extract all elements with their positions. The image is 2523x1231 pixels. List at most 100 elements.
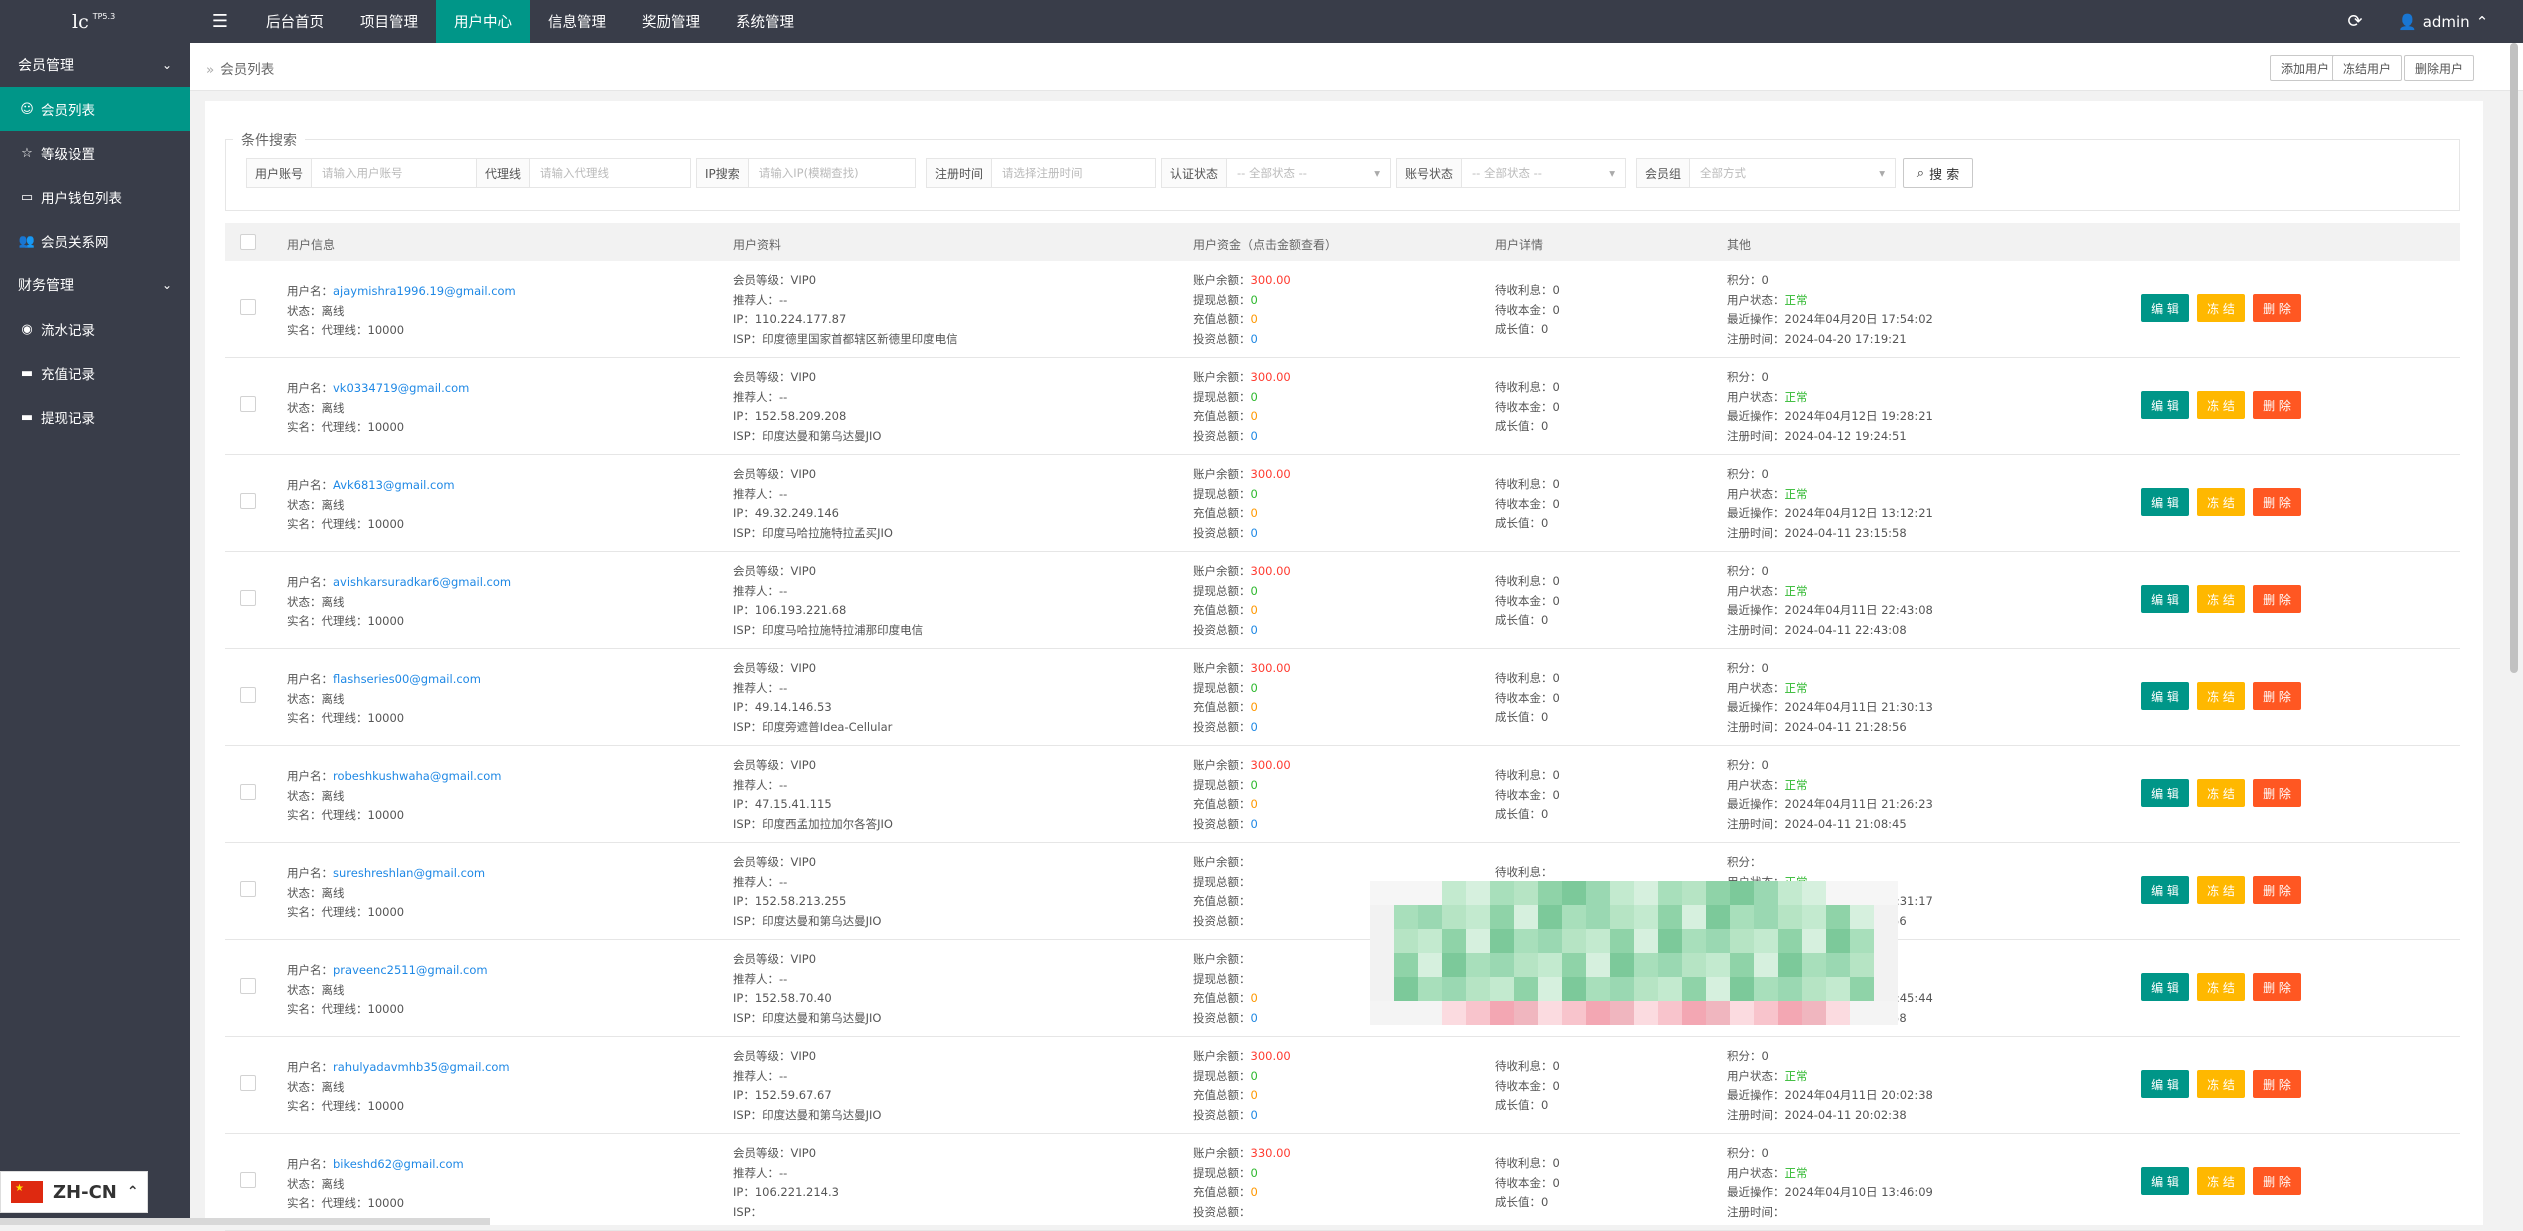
- referrer-value: --: [779, 583, 788, 598]
- user-funds-cell[interactable]: 账户余额： 提现总额： 充值总额：0 投资总额：0: [1193, 950, 1258, 1028]
- row-checkbox[interactable]: [240, 299, 256, 315]
- nav-tab-1[interactable]: 项目管理: [360, 15, 418, 31]
- freeze-button[interactable]: 冻 结: [2197, 682, 2245, 710]
- delete-button[interactable]: 删 除: [2253, 973, 2301, 1001]
- user-funds-cell[interactable]: 账户余额：300.00 提现总额：0 充值总额：0 投资总额：0: [1193, 659, 1291, 737]
- edit-button[interactable]: 编 辑: [2141, 1070, 2189, 1098]
- search-field-5[interactable]: 账号状态 -- 全部状态 -- ▾: [1396, 158, 1626, 188]
- redaction-pixel: [1634, 929, 1658, 953]
- freeze-button[interactable]: 冻 结: [2197, 488, 2245, 516]
- nav-tab-4[interactable]: 奖励管理: [642, 15, 700, 31]
- user-funds-cell[interactable]: 账户余额：300.00 提现总额：0 充值总额：0 投资总额：0: [1193, 271, 1291, 349]
- user-funds-cell[interactable]: 账户余额：300.00 提现总额：0 充值总额：0 投资总额：0: [1193, 756, 1291, 834]
- freeze-user-button[interactable]: 冻结用户: [2332, 55, 2403, 81]
- freeze-button[interactable]: 冻 结: [2197, 294, 2245, 322]
- user-funds-cell[interactable]: 账户余额：300.00 提现总额：0 充值总额：0 投资总额：0: [1193, 1047, 1291, 1125]
- horizontal-scrollbar[interactable]: [0, 1218, 490, 1225]
- nav-tab-3[interactable]: 信息管理: [548, 15, 606, 31]
- vertical-scrollbar[interactable]: [2510, 43, 2518, 673]
- user-menu[interactable]: 👤 admin ⌃: [2398, 0, 2488, 43]
- invest: 投资总额：0: [1193, 1106, 1291, 1126]
- delete-button[interactable]: 删 除: [2253, 876, 2301, 904]
- agent-label: 代理线：: [321, 905, 368, 919]
- search-field-0[interactable]: 用户账号 请输入用户账号: [246, 158, 491, 188]
- ip: IP：47.15.41.115: [733, 795, 893, 815]
- delete-button[interactable]: 删 除: [2253, 1070, 2301, 1098]
- sidebar-group-0[interactable]: 会员管理 ⌄: [0, 43, 190, 87]
- row-checkbox[interactable]: [240, 396, 256, 412]
- refresh-icon[interactable]: ⟳: [2347, 11, 2363, 32]
- search-input[interactable]: 请输入代理线: [530, 159, 690, 187]
- nav-tab-5[interactable]: 系统管理: [736, 15, 794, 31]
- freeze-button[interactable]: 冻 结: [2197, 1167, 2245, 1195]
- edit-button[interactable]: 编 辑: [2141, 973, 2189, 1001]
- reg-time: 注册时间：2024-04-11 21:08:45: [1727, 815, 1933, 835]
- select-all-checkbox[interactable]: [240, 234, 256, 250]
- redaction-pixel: [1610, 929, 1634, 953]
- search-input[interactable]: 请输入IP(模糊查找): [749, 159, 915, 187]
- freeze-button[interactable]: 冻 结: [2197, 391, 2245, 419]
- sidebar-item-0-0[interactable]: ☺ 会员列表: [0, 87, 190, 131]
- search-input[interactable]: -- 全部状态 -- ▾: [1227, 159, 1390, 187]
- search-field-3[interactable]: 注册时间 请选择注册时间: [926, 158, 1156, 188]
- freeze-button[interactable]: 冻 结: [2197, 779, 2245, 807]
- row-checkbox[interactable]: [240, 687, 256, 703]
- row-checkbox[interactable]: [240, 493, 256, 509]
- row-checkbox[interactable]: [240, 978, 256, 994]
- search-input[interactable]: 请输入用户账号: [312, 159, 490, 187]
- row-checkbox[interactable]: [240, 590, 256, 606]
- delete-user-button[interactable]: 删除用户: [2404, 55, 2475, 81]
- delete-button[interactable]: 删 除: [2253, 585, 2301, 613]
- language-switcher[interactable]: ★ ZH-CN ⌃: [0, 1171, 148, 1213]
- search-field-1[interactable]: 代理线 请输入代理线: [476, 158, 691, 188]
- delete-button[interactable]: 删 除: [2253, 294, 2301, 322]
- search-input[interactable]: 全部方式 ▾: [1690, 159, 1895, 187]
- freeze-button[interactable]: 冻 结: [2197, 1070, 2245, 1098]
- sidebar-item-0-1[interactable]: ☆ 等级设置: [0, 131, 190, 175]
- edit-button[interactable]: 编 辑: [2141, 294, 2189, 322]
- delete-button[interactable]: 删 除: [2253, 682, 2301, 710]
- search-input[interactable]: 请选择注册时间: [992, 159, 1155, 187]
- edit-button[interactable]: 编 辑: [2141, 391, 2189, 419]
- logo[interactable]: lc TP5.3: [0, 0, 190, 43]
- search-button[interactable]: ⌕ 搜 索: [1903, 158, 1973, 188]
- freeze-button[interactable]: 冻 结: [2197, 876, 2245, 904]
- sidebar-item-1-1[interactable]: ▬ 充值记录: [0, 351, 190, 395]
- search-input[interactable]: -- 全部状态 -- ▾: [1462, 159, 1625, 187]
- add-user-button[interactable]: 添加用户: [2270, 55, 2341, 81]
- user-funds-cell[interactable]: 账户余额： 提现总额： 充值总额： 投资总额：: [1193, 853, 1251, 931]
- row-checkbox[interactable]: [240, 1075, 256, 1091]
- sidebar-group-1[interactable]: 财务管理 ⌄: [0, 263, 190, 307]
- nav-tab-2[interactable]: 用户中心: [436, 0, 530, 43]
- delete-button[interactable]: 删 除: [2253, 1167, 2301, 1195]
- sidebar-item-1-0[interactable]: ◉ 流水记录: [0, 307, 190, 351]
- sidebar-item-1-2[interactable]: ▬ 提现记录: [0, 395, 190, 439]
- search-field-4[interactable]: 认证状态 -- 全部状态 -- ▾: [1161, 158, 1391, 188]
- edit-button[interactable]: 编 辑: [2141, 779, 2189, 807]
- freeze-button[interactable]: 冻 结: [2197, 973, 2245, 1001]
- edit-button[interactable]: 编 辑: [2141, 876, 2189, 904]
- search-field-6[interactable]: 会员组 全部方式 ▾: [1636, 158, 1896, 188]
- nav-tab-0[interactable]: 后台首页: [266, 15, 324, 31]
- edit-button[interactable]: 编 辑: [2141, 585, 2189, 613]
- delete-button[interactable]: 删 除: [2253, 779, 2301, 807]
- sidebar-item-0-2[interactable]: ▭ 用户钱包列表: [0, 175, 190, 219]
- row-checkbox[interactable]: [240, 784, 256, 800]
- user-funds-cell[interactable]: 账户余额：300.00 提现总额：0 充值总额：0 投资总额：0: [1193, 465, 1291, 543]
- user-funds-cell[interactable]: 账户余额：330.00 提现总额：0 充值总额：0 投资总额：: [1193, 1144, 1291, 1222]
- search-field-2[interactable]: IP搜索 请输入IP(模糊查找): [696, 158, 916, 188]
- row-checkbox[interactable]: [240, 881, 256, 897]
- edit-button[interactable]: 编 辑: [2141, 1167, 2189, 1195]
- delete-button[interactable]: 删 除: [2253, 391, 2301, 419]
- realname-label: 实名：: [287, 905, 322, 919]
- user-funds-cell[interactable]: 账户余额：300.00 提现总额：0 充值总额：0 投资总额：0: [1193, 562, 1291, 640]
- edit-button[interactable]: 编 辑: [2141, 682, 2189, 710]
- edit-button[interactable]: 编 辑: [2141, 488, 2189, 516]
- menu-toggle-icon[interactable]: ☰: [211, 11, 229, 32]
- invest: 投资总额：: [1193, 912, 1251, 932]
- user-funds-cell[interactable]: 账户余额：300.00 提现总额：0 充值总额：0 投资总额：0: [1193, 368, 1291, 446]
- freeze-button[interactable]: 冻 结: [2197, 585, 2245, 613]
- delete-button[interactable]: 删 除: [2253, 488, 2301, 516]
- sidebar-item-0-3[interactable]: 👥 会员关系网: [0, 219, 190, 263]
- row-checkbox[interactable]: [240, 1172, 256, 1188]
